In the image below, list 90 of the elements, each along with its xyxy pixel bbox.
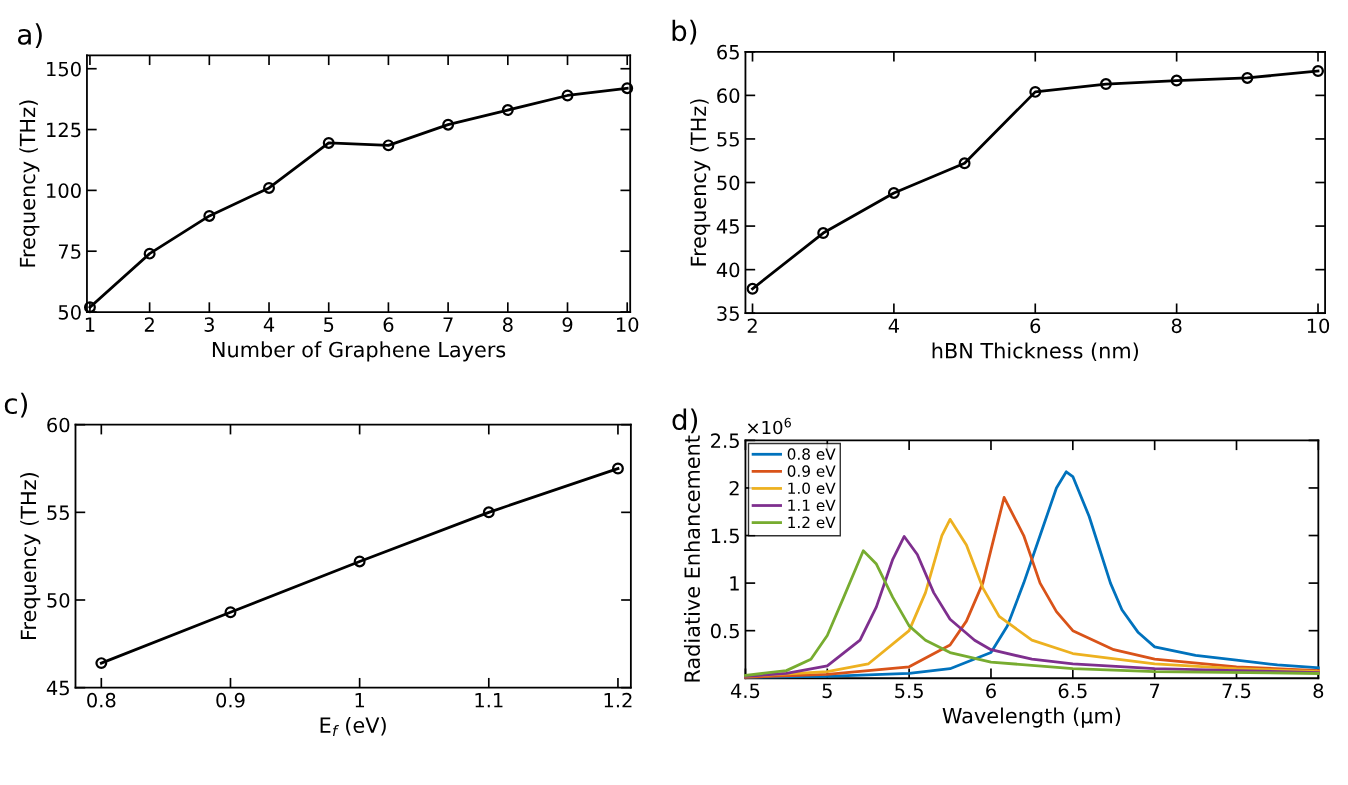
y-tick-label: 60 xyxy=(47,417,70,433)
y-tick-label: 100 xyxy=(47,183,81,199)
y-tick-label: 45 xyxy=(716,219,739,234)
y-tick-label: 2.5 xyxy=(711,433,739,449)
chart-title: b) xyxy=(672,19,697,45)
y-tick-label: 55 xyxy=(717,132,739,147)
point xyxy=(1099,78,1112,91)
y-tick-label: 40 xyxy=(716,262,740,278)
point xyxy=(1170,74,1183,87)
x-axis-title: hBN Thickness (nm) xyxy=(932,342,1138,362)
point xyxy=(958,157,971,170)
point xyxy=(482,506,495,519)
point xyxy=(95,657,108,670)
legend-label: 1.0 eV xyxy=(788,482,836,495)
x-tick-label: 9 xyxy=(562,317,573,332)
x-tick-label: 5.5 xyxy=(895,683,923,699)
y-tick-label: 45 xyxy=(46,680,69,696)
y-tick-label: 150 xyxy=(47,61,81,77)
y-axis-title: Radiative Enhancement xyxy=(683,435,701,682)
x-tick-label: 2 xyxy=(747,318,757,333)
x-tick-label: 1 xyxy=(85,317,95,332)
y-tick-label: 50 xyxy=(58,304,81,320)
point xyxy=(263,181,275,194)
point xyxy=(621,82,634,95)
y-tick-label: 60 xyxy=(717,88,740,104)
legend-label: 1.2 eV xyxy=(788,516,836,529)
y-tick-label: 35 xyxy=(717,306,739,321)
chart-title: c) xyxy=(4,392,28,418)
point xyxy=(353,555,366,568)
x-tick-label: 4 xyxy=(888,318,899,333)
x-tick-label: 7.5 xyxy=(1222,683,1251,699)
y-axis-title: Frequency (THz) xyxy=(20,473,41,640)
x-tick-label: 7 xyxy=(1150,683,1160,698)
x-tick-label: 5 xyxy=(324,317,334,332)
x-tick-label: 2 xyxy=(144,317,154,332)
chart-title: a) xyxy=(17,23,42,49)
y-tick-label: 55 xyxy=(47,505,69,521)
point xyxy=(817,227,830,240)
y-tick-label: 50 xyxy=(47,592,70,608)
x-tick-label: 8 xyxy=(1171,318,1182,334)
chart-title: d) xyxy=(672,408,698,434)
point xyxy=(561,89,574,102)
point xyxy=(501,104,514,117)
point xyxy=(322,136,335,149)
x-tick-label: 6.5 xyxy=(1058,683,1087,699)
x-axis-title: Wavelength (μm) xyxy=(942,707,1121,728)
x-tick-label: 1.2 xyxy=(604,692,632,708)
point xyxy=(611,462,624,475)
text: ×10$^{6}$ xyxy=(747,417,791,435)
y-tick-label: 2 xyxy=(729,480,739,496)
y-axis-title: Frequency (THz) xyxy=(690,99,711,266)
x-tick-label: 6 xyxy=(1030,318,1041,334)
legend-label: 1.1 eV xyxy=(788,499,836,512)
y-tick-label: 125 xyxy=(47,122,81,138)
point xyxy=(143,247,156,260)
x-tick-label: 0.8 xyxy=(87,692,116,708)
point xyxy=(442,118,455,131)
y-tick-label: 1 xyxy=(730,576,739,591)
x-tick-label: 10 xyxy=(616,317,639,332)
x-tick-label: 10 xyxy=(1307,318,1330,334)
x-tick-label: 6 xyxy=(383,317,394,332)
x-axis-title: E$_{f}$ (eV) xyxy=(320,716,386,737)
x-tick-label: 1 xyxy=(355,693,365,708)
x-axis-title: Number of Graphene Layers xyxy=(212,341,506,362)
y-tick-label: 1.5 xyxy=(711,528,739,544)
x-tick-label: 4.5 xyxy=(730,683,760,699)
y-axis-title: Frequency (THz) xyxy=(19,100,40,267)
x-tick-label: 8 xyxy=(502,317,513,332)
legend-label: 0.8 eV xyxy=(787,448,836,460)
x-tick-label: 0.9 xyxy=(216,692,245,708)
y-tick-label: 50 xyxy=(717,175,740,191)
point xyxy=(1241,71,1254,84)
y-tick-label: 75 xyxy=(58,244,81,259)
point xyxy=(887,187,900,199)
y-tick-label: 0.5 xyxy=(710,623,739,639)
legend-label: 0.9 eV xyxy=(787,465,836,477)
x-tick-label: 1.1 xyxy=(475,693,503,708)
x-tick-label: 3 xyxy=(204,317,214,332)
y-tick-label: 65 xyxy=(717,44,739,60)
x-tick-label: 4 xyxy=(263,317,275,332)
x-tick-label: 6 xyxy=(986,683,996,699)
point xyxy=(224,606,237,619)
x-tick-label: 5 xyxy=(822,683,832,699)
point xyxy=(382,139,395,152)
point xyxy=(1029,85,1042,98)
point xyxy=(203,209,216,222)
x-tick-label: 7 xyxy=(443,317,453,332)
point xyxy=(746,282,759,295)
x-tick-label: 8 xyxy=(1313,683,1324,699)
point xyxy=(1312,65,1324,77)
